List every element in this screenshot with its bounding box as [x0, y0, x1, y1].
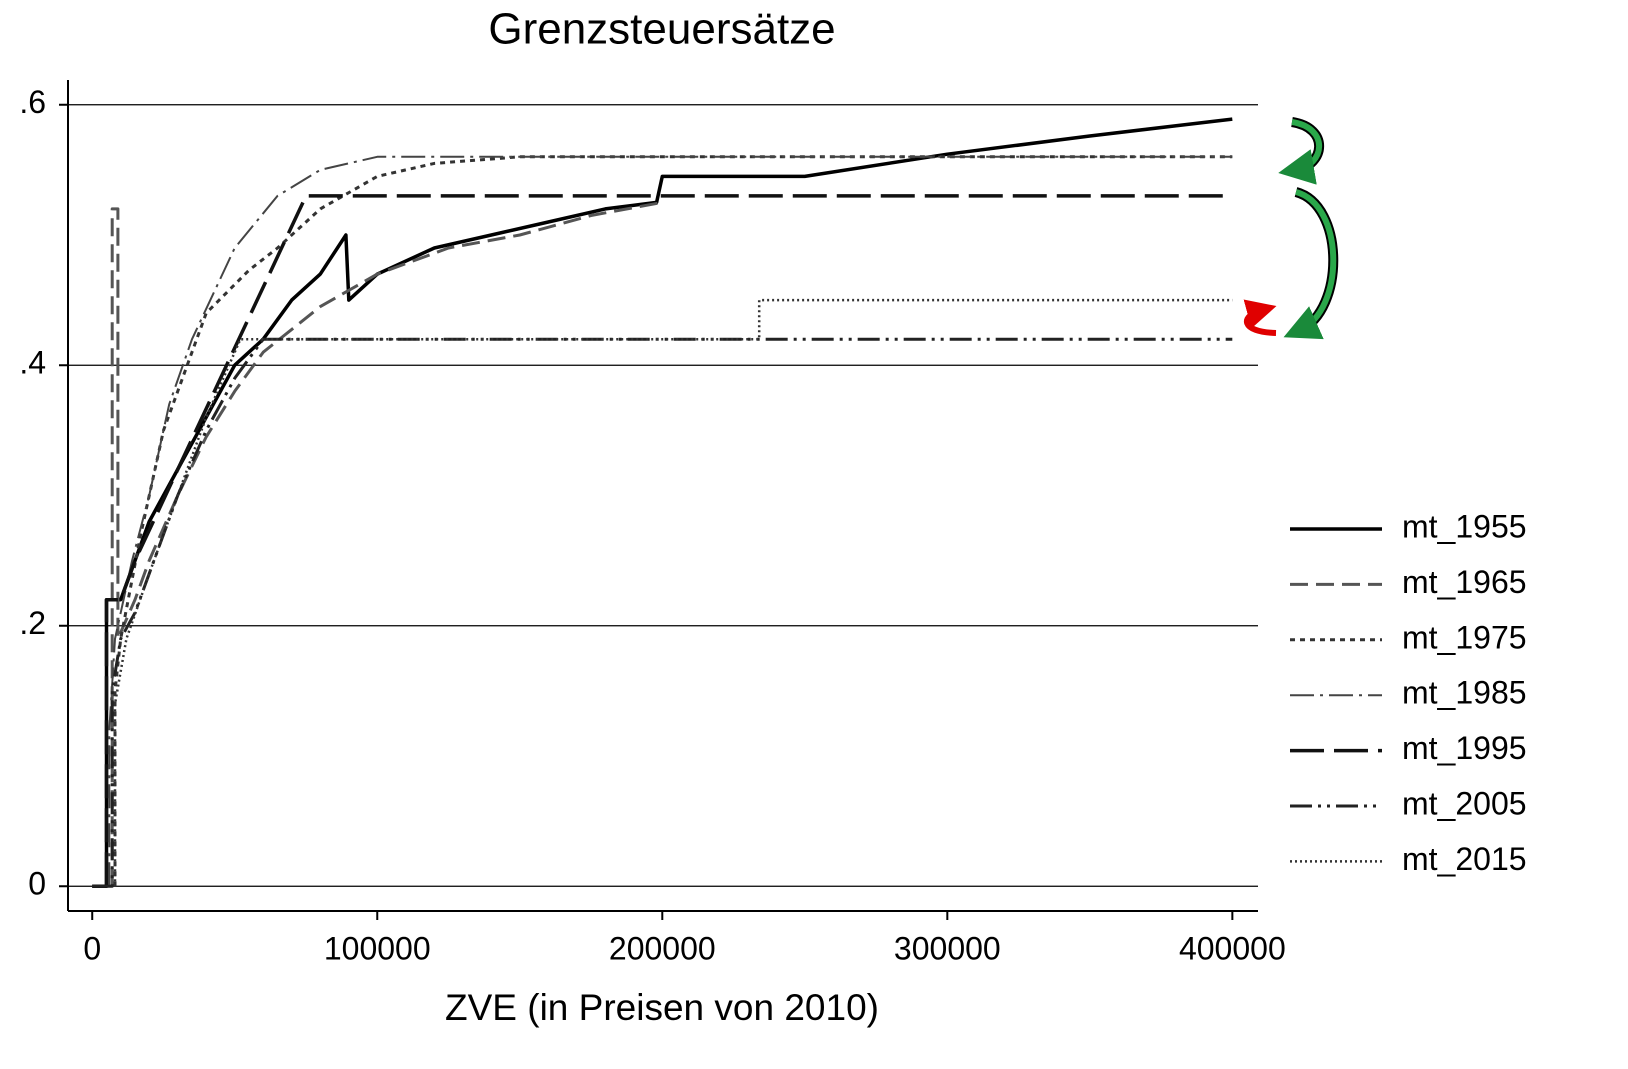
series-line	[113, 298, 1233, 887]
arrow-outline	[1294, 187, 1339, 335]
legend-label: mt_1995	[1402, 730, 1527, 766]
green-arrow	[1283, 189, 1337, 340]
x-tick-label: 200000	[609, 930, 716, 966]
red-arrow	[1243, 299, 1277, 336]
chart-title: Grenzsteuersätze	[488, 5, 835, 54]
series-line	[92, 337, 1233, 888]
x-axis-label: ZVE (in Preisen von 2010)	[445, 987, 879, 1028]
series-line	[113, 155, 1233, 887]
x-tick-label: 0	[83, 930, 101, 966]
series-line	[92, 117, 1233, 889]
y-tick-label: .6	[19, 84, 46, 120]
legend-label: mt_1955	[1402, 508, 1527, 544]
legend-label: mt_1965	[1402, 564, 1527, 600]
legend-label: mt_1985	[1402, 675, 1527, 711]
legend-label: mt_1975	[1402, 619, 1527, 655]
series-line	[110, 200, 663, 887]
series-line	[108, 155, 1233, 887]
green-arrow	[1278, 119, 1322, 185]
series-line	[104, 194, 1233, 887]
x-tick-label: 300000	[894, 930, 1001, 966]
legend-label: mt_2015	[1402, 841, 1527, 877]
x-tick-label: 100000	[324, 930, 431, 966]
y-tick-label: .4	[19, 345, 46, 381]
legend-label: mt_2005	[1402, 785, 1527, 821]
y-tick-label: .2	[19, 605, 46, 641]
y-tick-label: 0	[28, 866, 46, 902]
annotation-arrows	[1243, 117, 1339, 340]
x-tick-label: 400000	[1179, 930, 1286, 966]
